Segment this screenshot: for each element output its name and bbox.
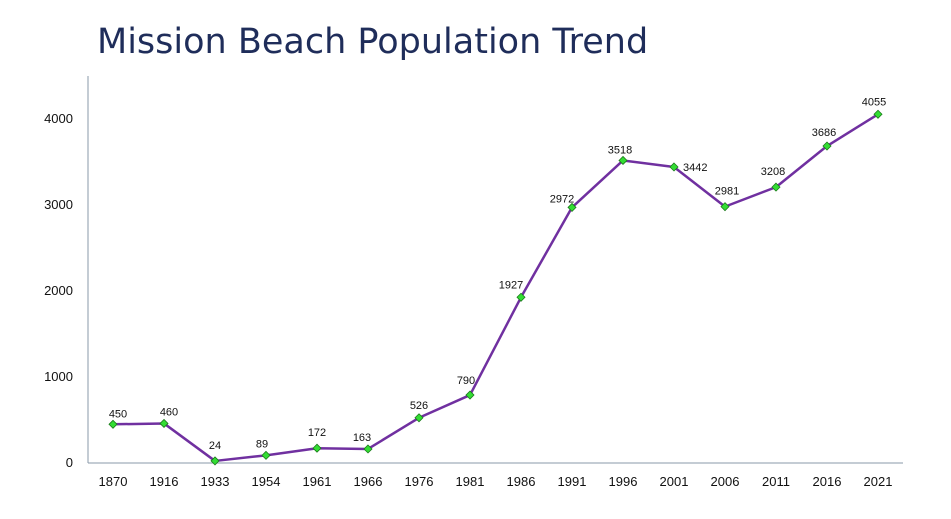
data-label: 526	[410, 400, 428, 412]
data-point	[720, 202, 730, 212]
x-tick-label: 1996	[609, 474, 638, 489]
data-label: 24	[209, 440, 221, 452]
x-tick-label: 1870	[99, 474, 128, 489]
y-tick-label: 3000	[44, 197, 73, 212]
data-point	[261, 450, 271, 460]
data-label: 2972	[550, 193, 574, 205]
data-point	[363, 444, 373, 454]
data-label: 3518	[608, 144, 632, 156]
x-tick-label: 1961	[303, 474, 332, 489]
data-label: 3686	[812, 127, 836, 139]
data-label: 1927	[499, 279, 523, 291]
data-label: 3208	[761, 166, 785, 178]
series-line	[112, 113, 879, 463]
data-point	[414, 413, 424, 423]
data-point	[669, 162, 679, 172]
x-tick-label: 1916	[150, 474, 179, 489]
data-label: 2981	[715, 186, 739, 198]
data-label: 460	[160, 406, 178, 418]
x-tick-label: 1981	[456, 474, 485, 489]
x-tick-label: 1976	[405, 474, 434, 489]
y-tick-label: 0	[66, 455, 73, 470]
data-point	[618, 155, 628, 166]
x-tick-label: 2001	[660, 474, 689, 489]
data-point	[312, 443, 322, 453]
x-tick-label: 1933	[201, 474, 230, 489]
data-point	[516, 292, 526, 302]
data-label: 4055	[862, 96, 886, 108]
data-label: 163	[353, 432, 371, 444]
data-label: 89	[256, 438, 268, 450]
data-label: 450	[109, 408, 127, 420]
x-tick-label: 1954	[252, 474, 281, 489]
data-label: 790	[457, 375, 475, 387]
data-point	[159, 418, 169, 429]
y-tick-label: 2000	[44, 283, 73, 298]
y-tick-label: 4000	[44, 111, 73, 126]
data-point	[873, 109, 883, 119]
y-tick-label: 1000	[44, 369, 73, 384]
data-label: 172	[308, 427, 326, 439]
data-point	[465, 390, 475, 400]
x-tick-label: 2006	[711, 474, 740, 489]
x-tick-label: 2021	[864, 474, 893, 489]
data-point	[567, 202, 577, 212]
x-tick-label: 2016	[813, 474, 842, 489]
data-point	[108, 419, 118, 429]
chart-title: Mission Beach Population Trend	[97, 22, 649, 62]
x-tick-label: 1991	[558, 474, 587, 489]
x-tick-label: 1986	[507, 474, 536, 489]
x-tick-label: 2011	[762, 474, 790, 489]
data-point	[822, 141, 832, 151]
data-label: 3442	[683, 162, 707, 174]
data-point	[210, 456, 220, 466]
data-point	[771, 182, 781, 192]
x-tick-label: 1966	[354, 474, 383, 489]
